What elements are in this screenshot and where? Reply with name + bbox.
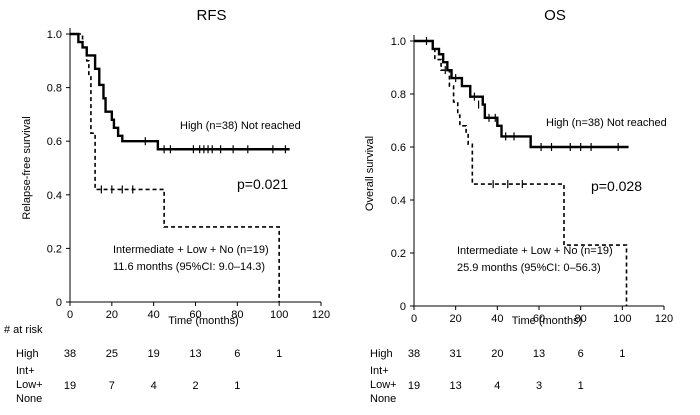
- chart-title: RFS: [197, 7, 227, 24]
- risk-row-label: High: [16, 348, 39, 360]
- x-axis-label: Time (months): [168, 315, 239, 327]
- y-tick-label: 0.6: [47, 136, 62, 148]
- risk-value: 4: [494, 380, 500, 392]
- x-tick-label: 0: [411, 313, 417, 325]
- risk-value: 13: [189, 348, 201, 360]
- risk-value: 38: [64, 348, 76, 360]
- x-tick-label: 100: [613, 313, 631, 325]
- group2-median: 25.9 months (95%CI: 0–56.3): [457, 262, 601, 274]
- survival-curve-high: [414, 39, 629, 149]
- y-tick-label: 0.6: [391, 142, 406, 154]
- chart-title: OS: [544, 7, 566, 24]
- risk-row-label: Int+: [370, 365, 389, 377]
- y-tick-label: 0.4: [391, 195, 406, 207]
- risk-row-label: None: [370, 393, 396, 405]
- group2-median: 11.6 months (95%CI: 9.0–14.3): [113, 261, 265, 273]
- x-tick-label: 60: [189, 309, 201, 321]
- p-value: p=0.021: [237, 176, 288, 192]
- y-tick-label: 0.2: [391, 248, 406, 260]
- risk-value: 19: [408, 380, 420, 392]
- risk-value: 19: [148, 348, 160, 360]
- survival-curve-high: [70, 32, 290, 151]
- x-tick-label: 40: [491, 313, 503, 325]
- risk-value: 1: [234, 380, 240, 392]
- x-tick-label: 60: [533, 313, 545, 325]
- risk-value: 1: [619, 348, 625, 360]
- risk-value: 6: [234, 348, 240, 360]
- y-tick-label: 0.8: [391, 89, 406, 101]
- group2-label: Intermediate + Low + No (n=19): [113, 244, 269, 256]
- risk-value: 13: [533, 348, 545, 360]
- x-tick-label: 20: [450, 313, 462, 325]
- risk-row-label: Int+: [16, 365, 35, 377]
- y-tick-label: 0.2: [47, 243, 62, 255]
- y-tick-label: 1.0: [391, 36, 406, 48]
- risk-value: 6: [578, 348, 584, 360]
- risk-value: 25: [106, 348, 118, 360]
- risk-row-label: None: [16, 393, 42, 405]
- x-tick-label: 80: [231, 309, 243, 321]
- x-tick-label: 0: [67, 309, 73, 321]
- risk-value: 38: [408, 348, 420, 360]
- high-group-label: High (n=38) Not reached: [180, 120, 301, 132]
- risk-value: 13: [450, 380, 462, 392]
- y-axis-label: Relapse-free survival: [21, 116, 33, 219]
- x-tick-label: 120: [655, 313, 673, 325]
- y-axis-label: Overall survival: [364, 136, 376, 211]
- x-tick-label: 40: [148, 309, 160, 321]
- risk-value: 7: [109, 380, 115, 392]
- group2-label: Intermediate + Low + No (n=19): [457, 245, 613, 257]
- y-tick-label: 0.8: [47, 83, 62, 95]
- risk-row-label: High: [370, 348, 393, 360]
- y-tick-label: 0.4: [47, 190, 62, 202]
- risk-row-label: Low+: [16, 379, 43, 391]
- chart-rfs: RFS 0 0.2 0.4 0.6 0.8 1.0 0 20 40 60 80 100 120 Time (…: [4, 7, 330, 405]
- x-tick-label: 80: [575, 313, 587, 325]
- risk-row-label: Low+: [370, 379, 397, 391]
- x-tick-label: 120: [312, 309, 330, 321]
- p-value: p=0.028: [591, 178, 642, 194]
- risk-value: 1: [578, 380, 584, 392]
- risk-value: 2: [192, 380, 198, 392]
- risk-value: 20: [491, 348, 503, 360]
- x-tick-label: 20: [106, 309, 118, 321]
- risk-value: 3: [536, 380, 542, 392]
- x-tick-label: 100: [270, 309, 288, 321]
- risk-value: 1: [276, 348, 282, 360]
- y-tick-label: 0: [400, 301, 406, 313]
- y-tick-label: 1.0: [47, 29, 62, 41]
- risk-value: 31: [450, 348, 462, 360]
- survival-curve-int-low-none: [70, 33, 280, 302]
- risk-value: 19: [64, 380, 76, 392]
- high-group-label: High (n=38) Not reached: [546, 117, 667, 129]
- risk-table-header: # at risk: [4, 324, 43, 336]
- risk-table: # at risk High 38 25 19 13 6 1 Int+ Low+ None 19 7 4 2…: [4, 324, 282, 405]
- risk-value: 4: [151, 380, 157, 392]
- x-axis-label: Time (months): [512, 315, 583, 327]
- y-tick-label: 0: [56, 297, 62, 309]
